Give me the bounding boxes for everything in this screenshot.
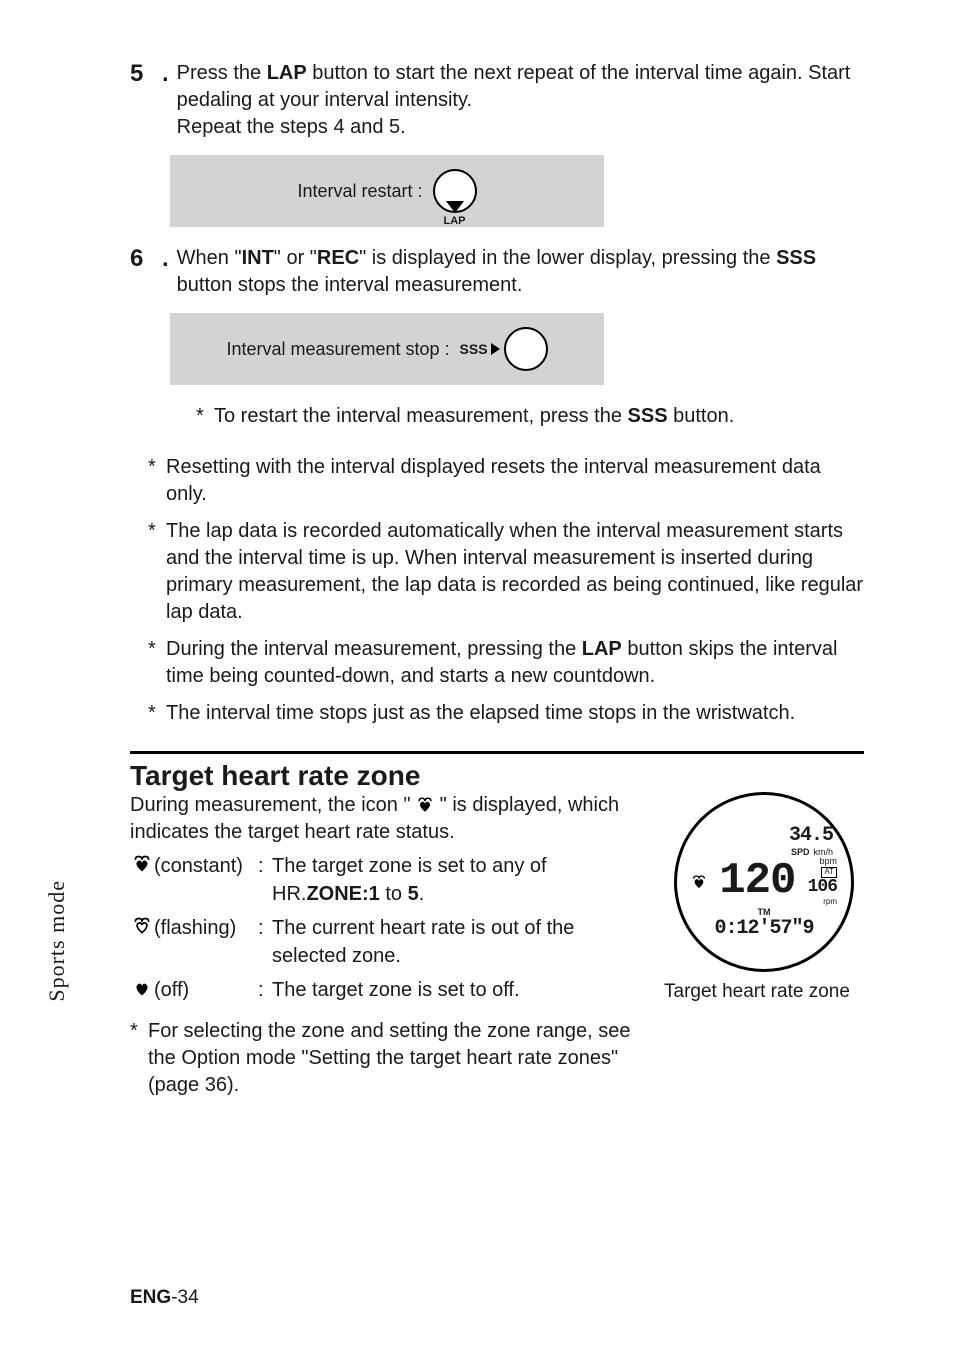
- triangle-right-icon: [491, 343, 500, 355]
- text-bold: LAP: [582, 638, 622, 660]
- note-2: * The lap data is recorded automatically…: [148, 518, 864, 626]
- rpm-label: rpm: [808, 898, 837, 907]
- step-number: 5: [130, 60, 162, 141]
- row-off: (off) : The target zone is set to off.: [130, 976, 648, 1004]
- watch-caption: Target heart rate zone: [664, 980, 864, 1005]
- note-text: Resetting with the interval displayed re…: [166, 454, 864, 508]
- footer-page: -34: [171, 1287, 198, 1308]
- page-footer: ENG-34: [130, 1287, 199, 1309]
- spd-value: 34.5: [789, 824, 833, 847]
- text: To restart the interval measurement, pre…: [214, 405, 628, 427]
- text: to: [380, 883, 408, 905]
- colon: :: [258, 852, 272, 880]
- footer-lang: ENG: [130, 1287, 171, 1308]
- step-6: 6 . When "INT" or "REC" is displayed in …: [130, 245, 864, 299]
- colon: :: [258, 976, 272, 1004]
- text: " or ": [274, 247, 317, 269]
- section-left: During measurement, the icon " " is disp…: [130, 792, 648, 1109]
- lap-label: LAP: [444, 215, 466, 227]
- note-text: During the interval measurement, pressin…: [166, 636, 864, 690]
- text-bold: SSS: [628, 405, 668, 427]
- text-bold: REC: [317, 247, 359, 269]
- colon: :: [258, 914, 272, 942]
- asterisk-icon: *: [196, 403, 214, 430]
- row-text: The target zone is set to off.: [272, 976, 520, 1004]
- text: .: [419, 883, 425, 905]
- text: During measurement, the icon ": [130, 794, 416, 816]
- bpm-label: bpm: [808, 857, 837, 867]
- hr-value: 120: [719, 862, 795, 902]
- watch-face: 34.5 SPD km/h 120 bpm AT 106 rpm TM 0:12…: [674, 792, 854, 972]
- step-dot: .: [162, 245, 169, 299]
- text-bold: ZONE:1: [306, 883, 379, 905]
- step-dot: .: [162, 60, 169, 141]
- text: Press the: [177, 62, 267, 84]
- intro-text: During measurement, the icon " " is disp…: [130, 792, 648, 846]
- tm-value: 0:12'57"9: [714, 917, 813, 940]
- text-bold: INT: [242, 247, 274, 269]
- text-bold: 5: [408, 883, 419, 905]
- box-label: Interval restart :: [297, 181, 422, 202]
- heart-zone-icon: [416, 796, 434, 814]
- note-1: * Resetting with the interval displayed …: [148, 454, 864, 508]
- asterisk-icon: *: [148, 454, 166, 508]
- step-number: 6: [130, 245, 162, 299]
- text: During the interval measurement, pressin…: [166, 638, 582, 660]
- text-bold: LAP: [267, 62, 307, 84]
- row-text: The target zone is set to any of HR.ZONE…: [272, 852, 648, 908]
- side-label: Sports mode: [44, 880, 70, 1002]
- heart-zone-icon: [691, 874, 707, 890]
- note-3: * During the interval measurement, press…: [148, 636, 864, 690]
- at-value: 106: [808, 878, 837, 898]
- watch-panel: 34.5 SPD km/h 120 bpm AT 106 rpm TM 0:12…: [664, 792, 864, 1109]
- row-label: (constant): [154, 852, 258, 880]
- target-footnote: * For selecting the zone and setting the…: [130, 1018, 648, 1099]
- asterisk-icon: *: [148, 518, 166, 626]
- tm-label: TM: [758, 907, 771, 917]
- text: " is displayed in the lower display, pre…: [359, 247, 776, 269]
- note-text: For selecting the zone and setting the z…: [148, 1018, 648, 1099]
- note-text: To restart the interval measurement, pre…: [214, 403, 734, 430]
- box-label: Interval measurement stop :: [226, 339, 449, 360]
- interval-stop-box: Interval measurement stop : SSS: [170, 313, 604, 385]
- target-section: During measurement, the icon " " is disp…: [130, 792, 864, 1109]
- asterisk-icon: *: [148, 636, 166, 690]
- note-text: The lap data is recorded automatically w…: [166, 518, 864, 626]
- text-bold: SSS: [776, 247, 816, 269]
- note-4: * The interval time stops just as the el…: [148, 700, 864, 727]
- row-constant: (constant) : The target zone is set to a…: [130, 852, 648, 908]
- lap-button-icon: LAP: [433, 169, 477, 213]
- sss-button-icon: [504, 327, 548, 371]
- text: Repeat the steps 4 and 5.: [177, 116, 406, 138]
- note-restart: * To restart the interval measurement, p…: [196, 403, 864, 430]
- heart-outline-arc-icon: [130, 916, 154, 936]
- triangle-down-icon: [446, 201, 464, 213]
- text: When ": [177, 247, 242, 269]
- row-label: (off): [154, 976, 258, 1004]
- step-5: 5 . Press the LAP button to start the ne…: [130, 60, 864, 141]
- row-label: (flashing): [154, 914, 258, 942]
- note-text: The interval time stops just as the elap…: [166, 700, 795, 727]
- heart-arc-icon: [130, 854, 154, 874]
- heart-solid-icon: [130, 978, 154, 998]
- asterisk-icon: *: [148, 700, 166, 727]
- row-text: The current heart rate is out of the sel…: [272, 914, 648, 970]
- step-body: Press the LAP button to start the next r…: [177, 60, 864, 141]
- sss-label: SSS: [460, 341, 488, 357]
- row-flashing: (flashing) : The current heart rate is o…: [130, 914, 648, 970]
- text: button stops the interval measurement.: [177, 274, 523, 296]
- interval-restart-box: Interval restart : LAP: [170, 155, 604, 227]
- step-body: When "INT" or "REC" is displayed in the …: [177, 245, 864, 299]
- asterisk-icon: *: [130, 1018, 148, 1099]
- section-title: Target heart rate zone: [130, 751, 864, 792]
- text: button.: [668, 405, 735, 427]
